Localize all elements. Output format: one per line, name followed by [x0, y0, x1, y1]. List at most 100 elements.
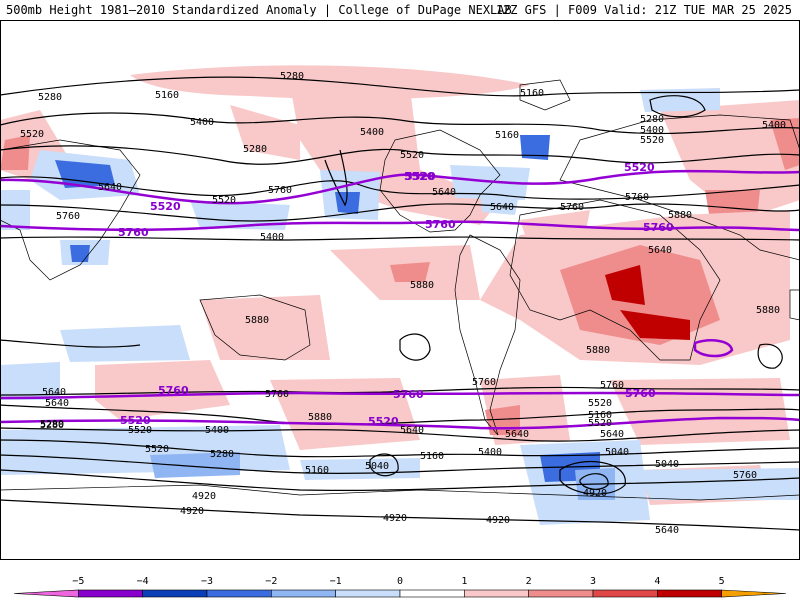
colorbar-tick-label: 4 — [654, 576, 660, 587]
contour-label: 5880 — [756, 305, 780, 316]
height-contours — [0, 76, 800, 531]
colorbar-swatch — [399, 589, 465, 598]
reference-contour-label: 5520 — [120, 414, 151, 427]
contour-label: 5640 — [600, 429, 624, 440]
contour-label: 4920 — [180, 506, 204, 517]
reference-contour-label: 5520 — [150, 200, 181, 213]
reference-contour-label: 5520 — [404, 170, 435, 183]
contour-label: 5160 — [420, 451, 444, 462]
contour-label: 5160 — [588, 410, 612, 421]
contour-label: 5640 — [490, 202, 514, 213]
colorbar-swatch — [13, 589, 79, 598]
contour-label: 4920 — [383, 513, 407, 524]
colorbar-swatch — [464, 589, 529, 598]
reference-contour-label: 5760 — [158, 384, 189, 397]
reference-contour-label: 5760 — [643, 221, 674, 234]
colorbar-tick-label: −4 — [137, 576, 149, 587]
colorbar-swatch — [335, 589, 401, 598]
contour-label: 5760 — [472, 377, 496, 388]
colorbar-swatch — [657, 589, 722, 598]
contour-label: 5160 — [305, 465, 329, 476]
contour-label: 5760 — [600, 380, 624, 391]
contour-label: 5280 — [38, 92, 62, 103]
colorbar-tick-label: −5 — [72, 576, 84, 587]
reference-contour-label: 5760 — [393, 388, 424, 401]
coastlines — [0, 79, 800, 501]
contour-label: 5880 — [245, 315, 269, 326]
contour-label: 5520 — [128, 425, 152, 436]
colorbar-swatch — [78, 589, 143, 598]
colorbar-swatch — [528, 589, 594, 598]
contour-label: 5640 — [98, 182, 122, 193]
contour-label: 5640 — [42, 387, 66, 398]
contour-label: 5160 — [495, 130, 519, 141]
contour-label: 5040 — [365, 461, 389, 472]
colorbar-tick-label: 3 — [590, 576, 596, 587]
contour-label: 5280 — [243, 144, 267, 155]
contour-label: 5280 — [210, 449, 234, 460]
colorbar-swatch — [592, 589, 658, 598]
colorbar-tick-label: 2 — [526, 576, 532, 587]
colorbar-tick-label: 5 — [719, 576, 725, 587]
model-valid-time: 12Z GFS | F009 Valid: 21Z TUE MAR 25 202… — [495, 3, 792, 17]
colorbar-tick-label: −1 — [330, 576, 342, 587]
contour-label: 5760 — [56, 211, 80, 222]
colorbar-swatch — [206, 589, 272, 598]
contour-label: 5520 — [212, 195, 236, 206]
contour-label: 5640 — [505, 429, 529, 440]
contour-label: 5160 — [520, 88, 544, 99]
colorbar-tick-label: 0 — [397, 576, 403, 587]
contour-label: 4920 — [192, 491, 216, 502]
contour-label: 5400 — [640, 125, 664, 136]
contour-label: 5760 — [560, 202, 584, 213]
map-title: 500mb Height 1981–2010 Standardized Anom… — [6, 3, 512, 17]
colorbar-tick-label: 1 — [461, 576, 467, 587]
contour-label: 5280 — [40, 420, 64, 431]
contour-label: 5400 — [360, 127, 384, 138]
contour-label: 4920 — [583, 488, 607, 499]
colorbar-tick-label: −3 — [201, 576, 213, 587]
anomaly-colorbar: −5 −4 −3 −2 −1 0 1 2 3 4 5 — [13, 576, 787, 598]
contour-label: 5040 — [605, 447, 629, 458]
colorbar-tick-label: −2 — [265, 576, 277, 587]
contour-label: 5880 — [586, 345, 610, 356]
contour-label: 5520 — [588, 398, 612, 409]
reference-contour-label: 5520 — [624, 161, 655, 174]
contour-label: 5400 — [762, 120, 786, 131]
reference-contour-label: 5520 — [405, 170, 436, 183]
contour-label: 5280 — [640, 114, 664, 125]
contour-label: 5160 — [155, 90, 179, 101]
contour-label: 4920 — [486, 515, 510, 526]
contour-label: 5520 — [145, 444, 169, 455]
contour-label: 5640 — [400, 425, 424, 436]
contour-label: 5400 — [205, 425, 229, 436]
reference-contour-label: 5760 — [118, 226, 149, 239]
contour-label: 5760 — [265, 389, 289, 400]
contour-label: 5760 — [625, 192, 649, 203]
reference-contours — [0, 169, 800, 430]
contour-label: 5640 — [432, 187, 456, 198]
contour-label: 5280 — [280, 71, 304, 82]
contour-label: 5640 — [655, 525, 679, 536]
contour-label: 5520 — [588, 418, 612, 429]
contour-label: 5520 — [640, 135, 664, 146]
colorbar-swatch — [142, 589, 208, 598]
contour-label: 5040 — [655, 459, 679, 470]
reference-contour-label: 5760 — [625, 387, 656, 400]
anomaly-shading — [0, 65, 800, 525]
contour-label: 5640 — [648, 245, 672, 256]
contour-label: 5280 — [40, 419, 64, 430]
contour-label: 5400 — [260, 232, 284, 243]
contour-label: 5760 — [733, 470, 757, 481]
reference-contour-label: 5520 — [368, 415, 399, 428]
colorbar-swatch — [271, 589, 336, 598]
contour-label: 5520 — [20, 129, 44, 140]
contour-label: 5880 — [668, 210, 692, 221]
contour-label: 5880 — [410, 280, 434, 291]
reference-contour-label: 5760 — [425, 218, 456, 231]
contour-labels: 5280 516052805520540052805400552051605280… — [20, 71, 786, 536]
contour-label: 5880 — [308, 412, 332, 423]
